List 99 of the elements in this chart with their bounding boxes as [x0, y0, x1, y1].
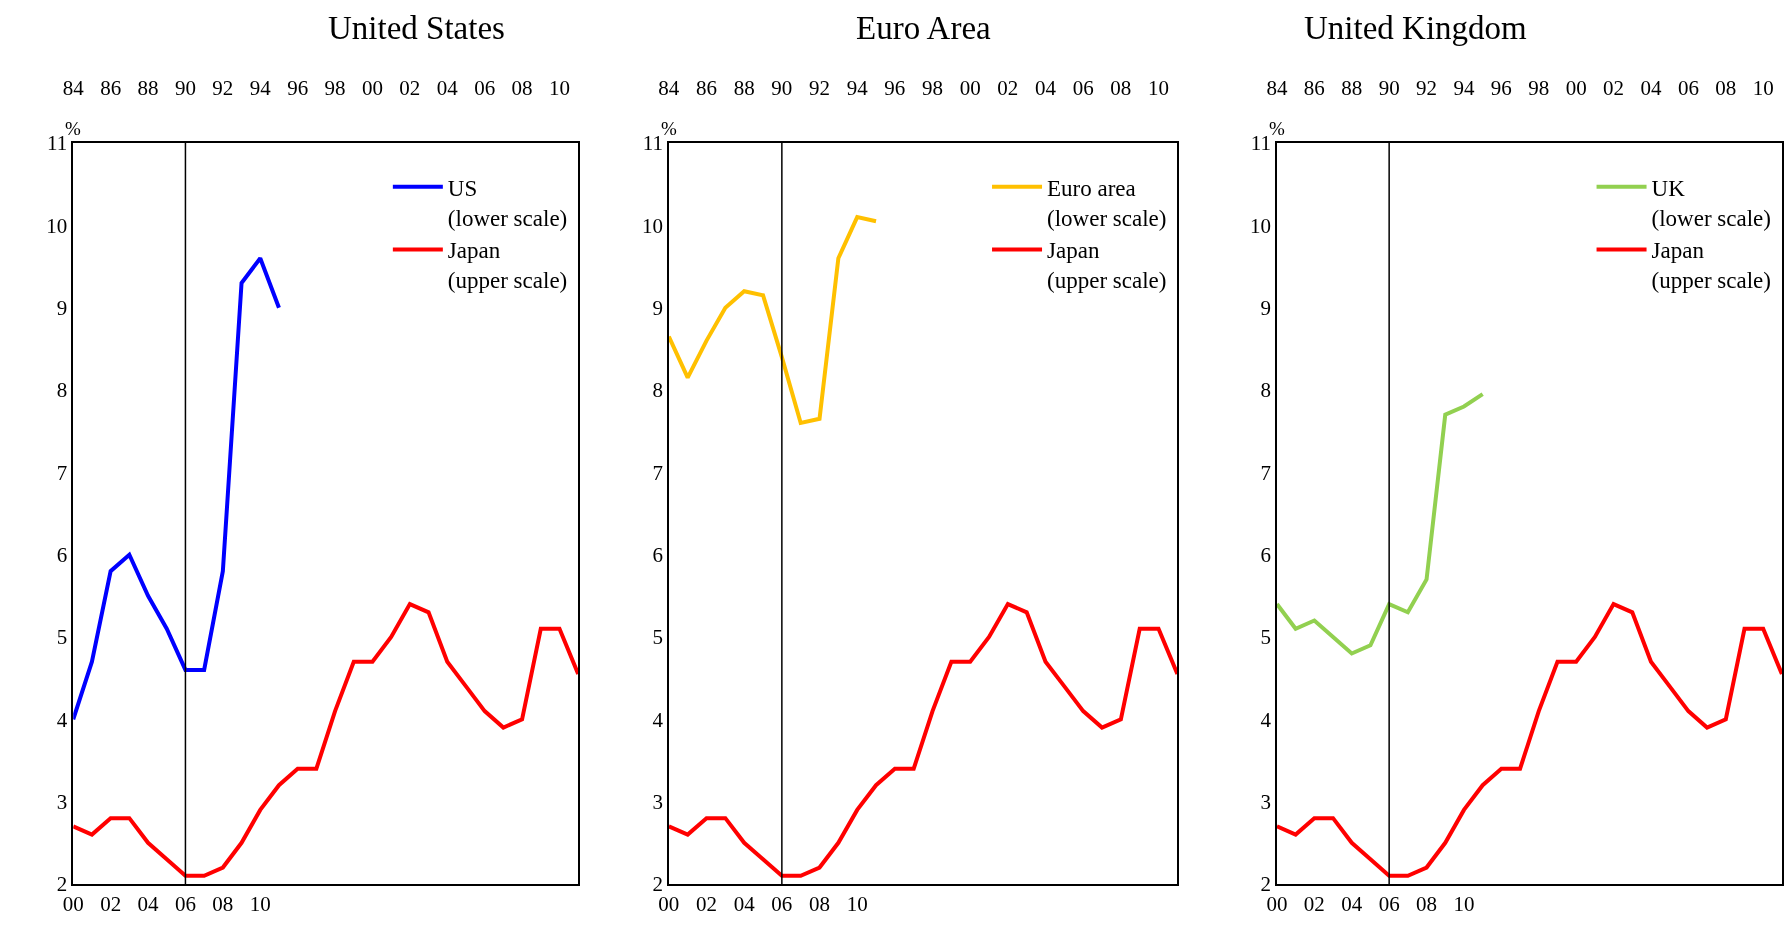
x2-tick-label: 98	[324, 75, 346, 100]
x2-tick-label: 00	[1565, 75, 1587, 100]
x2-tick-label: 86	[1303, 75, 1325, 100]
y-tick-label: 3	[652, 790, 663, 815]
x2-tick-label: 96	[287, 75, 309, 100]
x2-tick-label: 08	[1110, 75, 1132, 100]
x2-tick-label: 06	[1072, 75, 1094, 100]
y-tick-label: 11	[47, 131, 68, 156]
line-series	[1276, 392, 1485, 656]
x2-tick-label: 96	[1490, 75, 1512, 100]
y-tick-label: 8	[652, 378, 663, 403]
chart-title: United States	[328, 10, 505, 46]
x2-tick-label: 04	[1035, 75, 1057, 100]
x-tick-label: 04	[733, 891, 756, 916]
x2-tick-label: 96	[884, 75, 906, 100]
y-tick-label: 10	[1249, 213, 1271, 238]
x2-tick-label: 06	[474, 75, 496, 100]
x2-tick-label: 04	[436, 75, 459, 100]
x2-tick-label: 00	[959, 75, 981, 100]
x-tick-label: 08	[1416, 891, 1438, 916]
legend-label: Japan (upper scale)	[1047, 238, 1167, 294]
y-tick-label: 11	[1250, 131, 1271, 156]
y-tick-label: 6	[56, 543, 68, 568]
y-tick-label: 11	[642, 131, 663, 156]
x-tick-label: 04	[1341, 891, 1363, 916]
legend-label: UK (lower scale)	[1651, 175, 1771, 231]
y-tick-label: 3	[1260, 790, 1271, 815]
x2-tick-label: 10	[548, 75, 570, 100]
x2-tick-label: 84	[1266, 75, 1288, 100]
x2-tick-label: 90	[1378, 75, 1400, 100]
y-tick-label: 5	[56, 625, 68, 650]
x2-tick-label: 06	[1677, 75, 1699, 100]
x2-tick-label: 88	[733, 75, 755, 100]
x2-tick-label: 10	[1148, 75, 1170, 100]
y-tick-label: 9	[56, 296, 68, 321]
x2-tick-label: 98	[1528, 75, 1550, 100]
x-tick-label: 02	[100, 891, 122, 916]
y-axis-title: %	[661, 118, 677, 139]
y-tick-label: 3	[56, 790, 68, 815]
chart-title: Euro Area	[856, 10, 992, 46]
x2-tick-label: 98	[922, 75, 944, 100]
legend-label: Japan (upper scale)	[447, 238, 568, 294]
x-tick-label: 10	[249, 891, 271, 916]
x-tick-label: 04	[137, 891, 160, 916]
x2-tick-label: 92	[212, 75, 234, 100]
y-tick-label: 7	[1260, 460, 1271, 485]
x2-tick-label: 88	[137, 75, 159, 100]
x2-tick-label: 94	[249, 75, 272, 100]
x-tick-label: 06	[1378, 891, 1400, 916]
x2-tick-label: 04	[1640, 75, 1662, 100]
legend-label: US (lower scale)	[447, 175, 568, 231]
x2-tick-label: 10	[1752, 75, 1774, 100]
y-tick-label: 4	[652, 707, 664, 732]
x2-tick-label: 90	[771, 75, 793, 100]
y-tick-label: 10	[46, 213, 68, 238]
x2-tick-label: 84	[658, 75, 680, 100]
x2-tick-label: 90	[174, 75, 196, 100]
x2-tick-label: 86	[100, 75, 122, 100]
y-tick-label: 5	[1260, 625, 1271, 650]
x-tick-label: 02	[1303, 891, 1325, 916]
y-axis-title: %	[1269, 118, 1285, 139]
y-tick-label: 6	[1260, 543, 1271, 568]
x2-tick-label: 92	[1416, 75, 1438, 100]
x2-tick-label: 02	[399, 75, 421, 100]
chart-title: United Kingdom	[1304, 10, 1528, 46]
y-tick-label: 8	[1260, 378, 1271, 403]
y-tick-label: 7	[652, 460, 663, 485]
x2-tick-label: 92	[809, 75, 831, 100]
x-tick-label: 08	[809, 891, 831, 916]
x2-tick-label: 94	[1453, 75, 1475, 100]
y-tick-label: 9	[1260, 296, 1271, 321]
x2-tick-label: 00	[361, 75, 383, 100]
line-series	[73, 256, 281, 722]
line-series	[668, 215, 879, 425]
x2-tick-label: 94	[846, 75, 869, 100]
x-tick-label: 02	[696, 891, 718, 916]
x2-tick-label: 08	[511, 75, 533, 100]
x-tick-label: 06	[771, 891, 793, 916]
y-tick-label: 9	[652, 296, 663, 321]
x2-tick-label: 02	[997, 75, 1019, 100]
x2-tick-label: 86	[696, 75, 718, 100]
y-tick-label: 10	[641, 213, 663, 238]
legend-label: Euro area (lower scale)	[1047, 175, 1167, 231]
y-tick-label: 6	[652, 543, 663, 568]
x-tick-label: 10	[1453, 891, 1475, 916]
y-tick-label: 5	[652, 625, 663, 650]
x-tick-label: 06	[174, 891, 196, 916]
x-tick-label: 08	[212, 891, 234, 916]
x2-tick-label: 84	[62, 75, 85, 100]
y-tick-label: 4	[56, 707, 68, 732]
y-tick-label: 7	[56, 460, 68, 485]
x2-tick-label: 88	[1341, 75, 1363, 100]
y-axis-title: %	[65, 118, 81, 139]
y-tick-label: 8	[56, 378, 68, 403]
legend-label: Japan (upper scale)	[1651, 238, 1771, 294]
x2-tick-label: 02	[1603, 75, 1625, 100]
y-tick-label: 4	[1260, 707, 1272, 732]
x2-tick-label: 08	[1715, 75, 1737, 100]
x-tick-label: 10	[846, 891, 868, 916]
